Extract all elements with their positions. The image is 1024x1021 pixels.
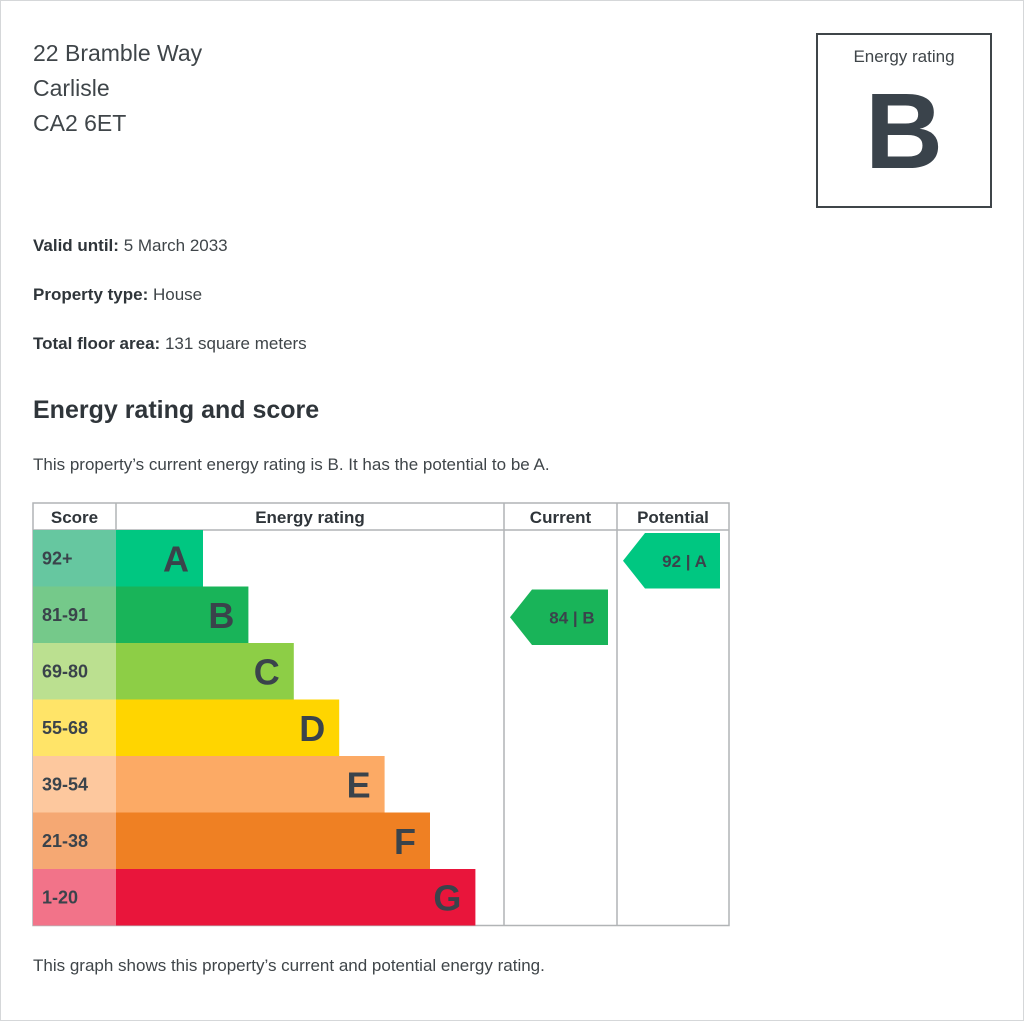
property-address: 22 Bramble Way Carlisle CA2 6ET: [33, 36, 202, 141]
score-label: 39-54: [42, 774, 88, 794]
column-header: Energy rating: [255, 508, 365, 527]
score-cell-e: [33, 756, 116, 813]
energy-rating-box-letter: B: [865, 70, 943, 191]
score-cell-d: [33, 699, 116, 756]
valid-until-value: 5 March 2033: [123, 236, 228, 255]
score-label: 1-20: [42, 887, 78, 907]
rating-letter: G: [433, 877, 461, 918]
rating-letter: D: [299, 708, 325, 749]
property-type-value: House: [152, 285, 203, 304]
column-header: Potential: [637, 508, 709, 527]
total-floor-area: Total floor area: 131 square meters: [33, 334, 307, 354]
score-cell-a: [33, 530, 116, 587]
potential-arrow-label: 92 | A: [662, 552, 707, 571]
valid-until-label: Valid until:: [33, 236, 119, 255]
chart-bands: 92+ A 81-91 B 69-80 C 55-68 D 39-54 E 21-38 F 1-20 G: [33, 530, 476, 926]
column-header: Current: [530, 508, 592, 527]
chart-headers: Score Energy rating Current Potential: [51, 508, 709, 527]
chart-arrows: 84 | B 92 | A: [510, 533, 720, 645]
score-label: 55-68: [42, 718, 88, 738]
floor-area-label: Total floor area:: [33, 334, 161, 353]
score-cell-g: [33, 869, 116, 926]
energy-rating-box: Energy rating B: [816, 33, 992, 208]
chart-caption: This graph shows this property’s current…: [33, 956, 545, 975]
rating-letter: F: [394, 821, 416, 862]
column-header: Score: [51, 508, 98, 527]
rating-letter: C: [254, 651, 280, 692]
rating-bar-g: [116, 869, 476, 926]
score-label: 92+: [42, 548, 73, 568]
rating-bar-a: [116, 530, 203, 587]
rating-letter: B: [208, 595, 234, 636]
score-label: 69-80: [42, 661, 88, 681]
address-line-2: Carlisle: [33, 75, 110, 101]
rating-letter: A: [163, 538, 189, 579]
rating-letter: E: [347, 764, 371, 805]
rating-bar-d: [116, 699, 340, 756]
section-heading: Energy rating and score: [33, 396, 320, 424]
score-label: 81-91: [42, 605, 88, 625]
rating-bar-c: [116, 643, 294, 700]
energy-rating-box-label: Energy rating: [853, 47, 955, 66]
score-cell-b: [33, 586, 116, 643]
floor-area-value: 131 square meters: [164, 334, 307, 353]
score-cell-c: [33, 643, 116, 700]
rating-bar-e: [116, 756, 385, 813]
potential-arrow: [623, 533, 720, 589]
rating-summary: This property’s current energy rating is…: [33, 455, 550, 474]
property-type: Property type: House: [33, 285, 202, 305]
valid-until: Valid until: 5 March 2033: [33, 236, 228, 256]
address-line-3: CA2 6ET: [33, 110, 127, 136]
current-arrow: [510, 589, 608, 645]
rating-bar-b: [116, 586, 249, 643]
property-type-label: Property type:: [33, 285, 149, 304]
current-arrow-label: 84 | B: [549, 608, 594, 627]
score-label: 21-38: [42, 831, 88, 851]
rating-bar-f: [116, 812, 430, 869]
score-cell-f: [33, 812, 116, 869]
address-line-1: 22 Bramble Way: [33, 40, 203, 66]
